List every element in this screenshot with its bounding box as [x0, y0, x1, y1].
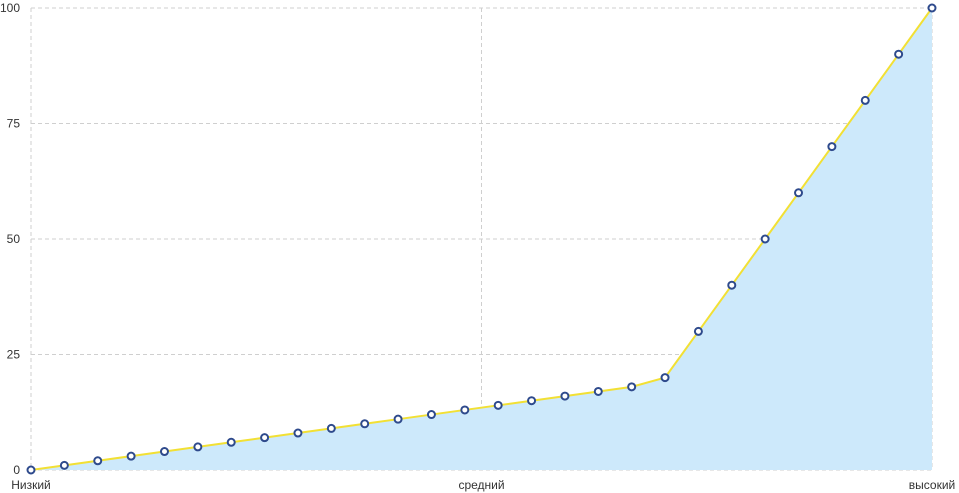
y-tick-label: 0	[13, 463, 20, 477]
data-point	[593, 386, 603, 396]
data-point	[760, 234, 770, 244]
x-tick-label: высокий	[909, 478, 955, 492]
y-axis-labels: 0 25 50 75 100	[0, 1, 20, 477]
data-point	[794, 188, 804, 198]
data-point	[860, 95, 870, 105]
y-tick-label: 75	[7, 117, 21, 131]
data-point	[727, 280, 737, 290]
data-point	[927, 3, 937, 13]
y-tick-label: 25	[7, 348, 21, 362]
data-point	[894, 49, 904, 59]
series-line	[30, 7, 933, 471]
data-point	[193, 442, 203, 452]
x-axis-labels: Низкий средний высокий	[11, 478, 955, 492]
data-point	[226, 437, 236, 447]
data-point	[460, 405, 470, 415]
data-point	[126, 451, 136, 461]
data-point	[26, 465, 36, 475]
data-point	[159, 447, 169, 457]
data-point	[260, 433, 270, 443]
data-point	[527, 396, 537, 406]
data-point	[360, 419, 370, 429]
point-layer	[26, 3, 937, 475]
data-point	[627, 382, 637, 392]
data-point	[326, 423, 336, 433]
y-tick-label: 100	[0, 1, 20, 15]
y-tick-label: 50	[7, 232, 21, 246]
data-point	[59, 460, 69, 470]
data-point	[560, 391, 570, 401]
data-point	[827, 142, 837, 152]
area-fill	[31, 8, 932, 470]
x-tick-label: Низкий	[11, 478, 51, 492]
data-point	[493, 400, 503, 410]
x-tick-label: средний	[458, 478, 504, 492]
data-point	[393, 414, 403, 424]
line-layer	[30, 7, 933, 471]
area-layer	[31, 8, 932, 470]
data-point	[426, 410, 436, 420]
data-point	[293, 428, 303, 438]
data-point	[693, 326, 703, 336]
data-point	[660, 373, 670, 383]
data-point	[93, 456, 103, 466]
